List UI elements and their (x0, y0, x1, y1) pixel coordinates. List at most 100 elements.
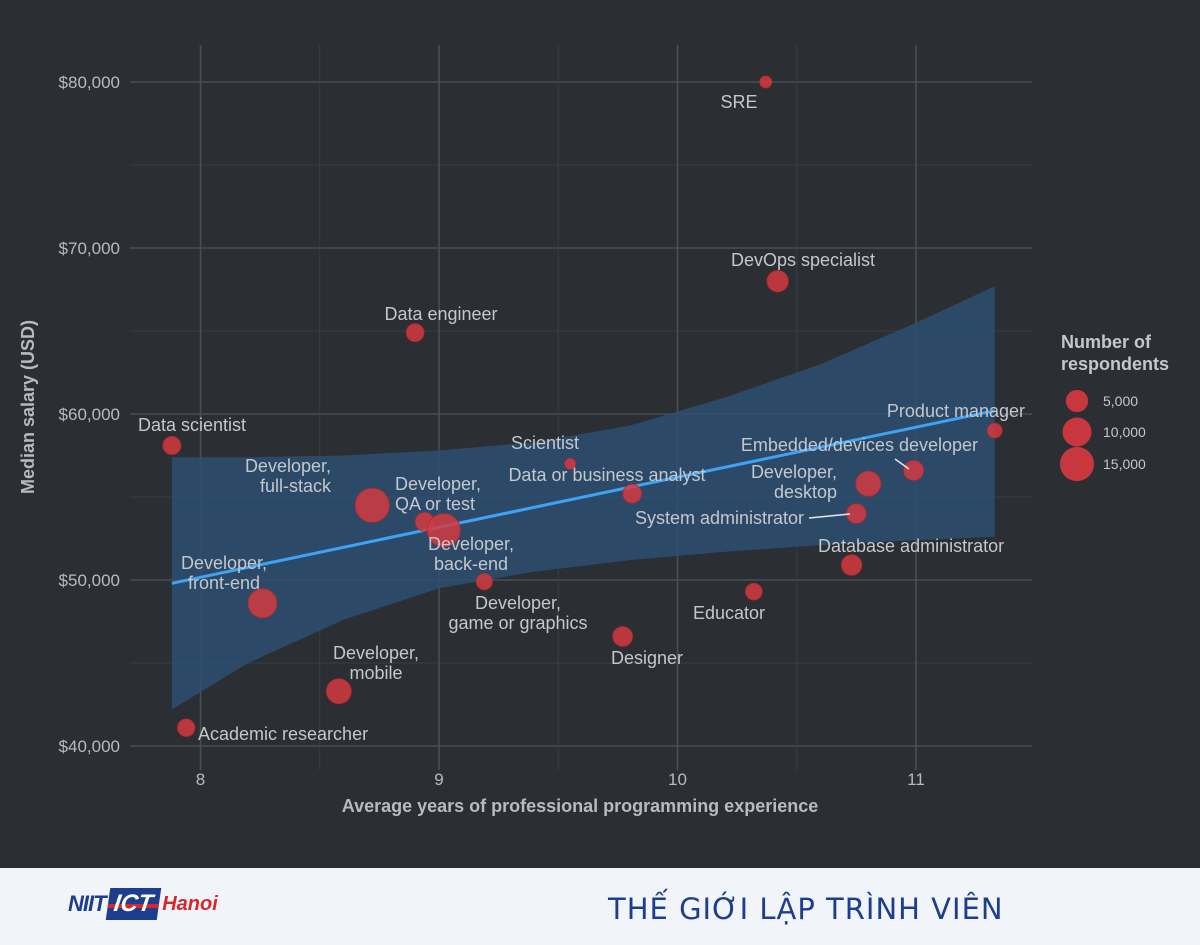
point-label: Database administrator (818, 536, 1004, 556)
points (162, 75, 1003, 737)
point-developer-front-end (247, 588, 278, 619)
point-label-line: Embedded/devices developer (741, 435, 978, 455)
point-label: Academic researcher (198, 724, 368, 744)
point-label-line: Data or business analyst (508, 465, 705, 485)
legend-label: 5,000 (1103, 393, 1138, 409)
point-label: Product manager (887, 401, 1025, 421)
x-tick-label: 9 (434, 770, 443, 789)
point-label-line: Developer, (751, 462, 837, 482)
logo-ict-text: ICT (111, 890, 155, 917)
point-developer-back-end (426, 513, 461, 548)
point-label: Developer, full-stack (245, 456, 332, 496)
point-label: Developer, QA or test (395, 474, 481, 514)
point-label: System administrator (635, 508, 804, 528)
point-label-line: Educator (693, 603, 765, 623)
footer (0, 868, 1200, 945)
point-label-line: QA or test (395, 494, 475, 514)
point-academic-researcher (177, 718, 196, 737)
point-data-scientist (162, 436, 182, 456)
point-label-line: Database administrator (818, 536, 1004, 556)
point-label-line: game or graphics (448, 613, 587, 633)
point-label-line: Scientist (511, 433, 579, 453)
point-label-line: Developer, (181, 553, 267, 573)
leader-line-embedded (894, 458, 910, 470)
point-database-administrator (840, 554, 863, 576)
point-educator (745, 582, 763, 601)
y-tick-label: $40,000 (59, 737, 120, 756)
point-label-line: Developer, (395, 474, 481, 494)
point-label: Embedded/devices developer (741, 435, 978, 455)
point-developer-desktop (855, 470, 882, 497)
point-embedded-devices-developer (903, 460, 925, 481)
point-label: Developer, front-end (181, 553, 267, 593)
point-label: Developer, mobile (333, 643, 419, 683)
trend-line (171, 409, 996, 585)
point-label: DevOps specialist (731, 250, 875, 270)
point-scientist (564, 457, 577, 470)
legend-label: 15,000 (1103, 456, 1146, 472)
legend-circle (1062, 417, 1092, 447)
point-developer-mobile (325, 678, 352, 705)
logo-ict-box: ICT (105, 888, 161, 920)
legend-circle (1059, 446, 1095, 482)
y-tick-label: $60,000 (59, 405, 120, 424)
point-label-line: back-end (434, 554, 508, 574)
point-label: Designer (611, 648, 683, 668)
point-label-line: Developer, (428, 534, 514, 554)
point-label: Developer, back-end (428, 534, 514, 574)
point-label-line: mobile (349, 663, 402, 683)
y-tick-label: $50,000 (59, 571, 120, 590)
logo-niit-text: NIIT (68, 891, 107, 916)
point-devops-specialist (766, 270, 789, 293)
point-label-line: Data scientist (138, 415, 246, 435)
point-data-engineer (405, 323, 425, 343)
point-label-line: DevOps specialist (731, 250, 875, 270)
point-label-line: Developer, (245, 456, 331, 476)
y-tick-label: $80,000 (59, 73, 120, 92)
point-label-line: Academic researcher (198, 724, 368, 744)
x-tick-label: 8 (196, 770, 205, 789)
point-sre (759, 75, 773, 89)
point-developer-game-or-graphics (475, 573, 493, 591)
point-label: Scientist (511, 433, 579, 453)
scatter-chart: SRE DevOps specialist Data engineer Data sc… (18, 45, 1169, 816)
legend: Number of respondents 5,000 10,000 15,000 (1059, 332, 1169, 482)
niit-ict-hanoi-logo[interactable]: NIIT ICT Hanoi (68, 884, 218, 924)
x-tick-label: 11 (907, 770, 925, 789)
point-label: Data engineer (384, 304, 497, 324)
point-label-line: System administrator (635, 508, 804, 528)
y-tick-label: $70,000 (59, 239, 120, 258)
point-label-line: Product manager (887, 401, 1025, 421)
legend-title-line: Number of (1061, 332, 1152, 352)
point-label-line: Developer, (333, 643, 419, 663)
point-label-line: SRE (720, 92, 757, 112)
point-data-or-business-analyst (622, 483, 642, 504)
point-label-line: Developer, (475, 593, 561, 613)
axes: $40,000 $50,000 $60,000 $70,000 $80,000 8 9 10 1… (18, 73, 925, 816)
point-labels: SRE DevOps specialist Data engineer Data sc… (138, 92, 1025, 744)
trend-line-path (171, 409, 996, 585)
legend-circle (1065, 389, 1089, 413)
chart-area: SRE DevOps specialist Data engineer Data sc… (18, 45, 1170, 816)
point-label: Developer, desktop (751, 462, 837, 502)
point-designer (612, 626, 633, 647)
point-label-line: Designer (611, 648, 683, 668)
point-label: Data or business analyst (508, 465, 705, 485)
legend-label: 10,000 (1103, 424, 1146, 440)
x-tick-label: 10 (668, 770, 687, 789)
point-label: Developer, game or graphics (448, 593, 587, 633)
point-developer-full-stack (354, 487, 390, 523)
legend-title-line: respondents (1061, 354, 1169, 374)
footer-title: THẾ GIỚI LẬP TRÌNH VIÊN (608, 892, 1004, 926)
x-axis-title: Average years of professional programmin… (342, 796, 819, 816)
logo-hanoi-text: Hanoi (162, 892, 218, 915)
point-label-line: front-end (188, 573, 260, 593)
point-label: Educator (693, 603, 765, 623)
point-label: SRE (720, 92, 757, 112)
point-product-manager (986, 422, 1003, 439)
point-label: Data scientist (138, 415, 246, 435)
y-axis-title: Median salary (USD) (18, 320, 38, 494)
legend-title: Number of respondents (1061, 332, 1169, 374)
point-label-line: full-stack (260, 476, 332, 496)
point-label-line: desktop (774, 482, 837, 502)
